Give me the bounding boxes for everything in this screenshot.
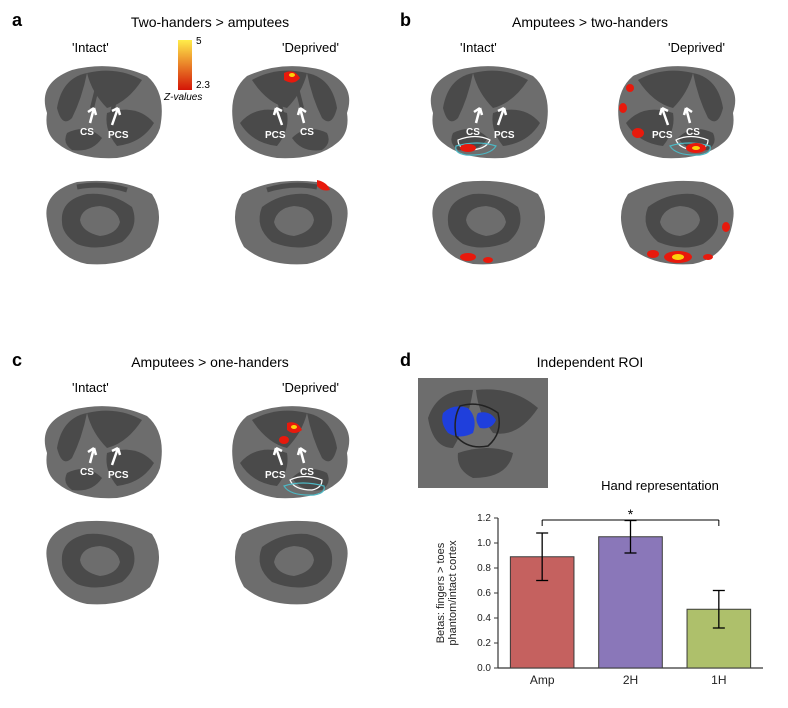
- brain-b-intact-medial: [418, 172, 558, 272]
- brain-c-deprived-lateral: [222, 398, 362, 503]
- colorbar-min: 2.3: [196, 80, 210, 91]
- svg-text:2H: 2H: [623, 673, 638, 687]
- svg-text:1.0: 1.0: [477, 538, 491, 549]
- panel-label-a: a: [12, 10, 22, 31]
- brain-c-intact-lateral: [32, 398, 172, 503]
- svg-text:1.2: 1.2: [477, 513, 491, 524]
- brain-a-deprived-medial: [222, 172, 362, 272]
- brain-a-intact-medial: [32, 172, 172, 272]
- svg-text:*: *: [628, 506, 634, 522]
- colorbar: [178, 40, 192, 90]
- hemi-label-a-right: 'Deprived': [282, 40, 339, 55]
- roi-inset: [418, 378, 548, 488]
- brain-b-deprived-lateral: [608, 58, 748, 163]
- hemi-label-b-right: 'Deprived': [668, 40, 725, 55]
- brain-b-deprived-medial: [608, 172, 748, 272]
- svg-text:1H: 1H: [711, 673, 726, 687]
- hemi-label-c-left: 'Intact': [72, 380, 109, 395]
- hemi-label-b-left: 'Intact': [460, 40, 497, 55]
- brain-a-intact-lateral: [32, 58, 172, 163]
- hemi-label-c-right: 'Deprived': [282, 380, 339, 395]
- panel-title-b: Amputees > two-handers: [440, 14, 740, 30]
- brain-b-intact-lateral: [418, 58, 558, 163]
- panel-title-d: Independent ROI: [490, 354, 690, 370]
- svg-text:0.2: 0.2: [477, 638, 491, 649]
- panel-title-c: Amputees > one-handers: [60, 354, 360, 370]
- hemi-label-a-left: 'Intact': [72, 40, 109, 55]
- hand-representation-chart: 0.0 0.2 0.4 0.6 0.8 1.0 1.2 Amp 2H 1H * Betas: fing…: [428, 498, 773, 698]
- brain-c-deprived-medial: [222, 512, 362, 612]
- svg-text:0.8: 0.8: [477, 563, 491, 574]
- svg-text:0.0: 0.0: [477, 663, 491, 674]
- svg-text:Amp: Amp: [530, 673, 555, 687]
- colorbar-max: 5: [196, 36, 202, 47]
- svg-text:Betas: fingers > toesphantom/i: Betas: fingers > toesphantom/intact cort…: [435, 540, 459, 646]
- svg-text:0.6: 0.6: [477, 588, 491, 599]
- brain-a-deprived-lateral: [222, 58, 362, 163]
- panel-title-a: Two-handers > amputees: [60, 14, 360, 30]
- panel-label-c: c: [12, 350, 22, 371]
- chart-title-d: Hand representation: [560, 478, 760, 493]
- brain-c-intact-medial: [32, 512, 172, 612]
- panel-label-b: b: [400, 10, 411, 31]
- panel-label-d: d: [400, 350, 411, 371]
- svg-text:0.4: 0.4: [477, 613, 491, 624]
